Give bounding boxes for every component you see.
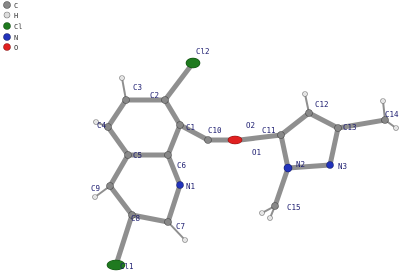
atom-label: C12 bbox=[315, 100, 329, 109]
atom-label: C8 bbox=[131, 214, 141, 223]
atom-label: C3 bbox=[133, 83, 142, 92]
atom-label: N3 bbox=[338, 162, 347, 171]
atoms bbox=[92, 57, 399, 271]
atom-label: C15 bbox=[287, 203, 301, 212]
legend: C H Cl N O bbox=[3, 1, 22, 52]
atom-label: C7 bbox=[176, 222, 185, 231]
atom-label: C14 bbox=[385, 110, 399, 119]
atom-label: C5 bbox=[133, 151, 142, 160]
atom-label: C10 bbox=[208, 126, 222, 135]
atom-label: C11 bbox=[262, 126, 276, 135]
atom-label: C4 bbox=[97, 121, 107, 130]
atom-label: N2 bbox=[296, 160, 305, 169]
legend-label: C bbox=[14, 2, 18, 10]
legend-label: Cl bbox=[14, 23, 22, 31]
atom-label: C13 bbox=[343, 123, 357, 132]
atom-label: N1 bbox=[186, 182, 195, 191]
legend-label: N bbox=[14, 34, 18, 42]
bonds bbox=[94, 60, 397, 268]
legend-label: H bbox=[14, 12, 18, 20]
atom-labels: Cl2 C2 C3 C1 C10 O2 C11 C12 C13 C14 C4 C… bbox=[91, 47, 399, 271]
atom-label: C9 bbox=[91, 184, 100, 193]
atom-label: Cl2 bbox=[196, 47, 210, 56]
atom-label: C2 bbox=[150, 91, 159, 100]
legend-label: O bbox=[14, 44, 18, 52]
atom-label: C1 bbox=[186, 123, 195, 132]
atom-label: Cl1 bbox=[120, 262, 134, 271]
atom-label: O2 bbox=[246, 121, 255, 130]
atom-label: O1 bbox=[252, 148, 261, 157]
atom-label: C6 bbox=[177, 161, 187, 170]
